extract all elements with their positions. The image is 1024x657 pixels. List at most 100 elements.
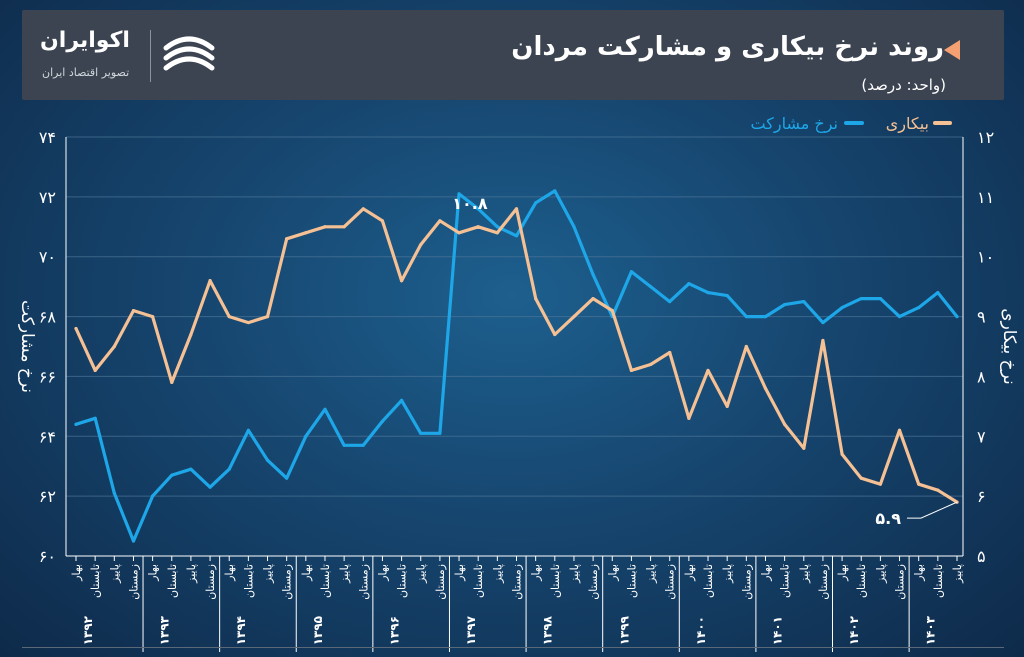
page-title: روند نرخ بیکاری و مشارکت مردان	[511, 32, 944, 62]
x-tick-label: بهار	[376, 564, 389, 582]
participation-point	[706, 291, 710, 295]
left-tick-label: ۶۸	[39, 308, 57, 327]
participation-point	[304, 434, 308, 438]
x-tick-label: تابستان	[779, 564, 792, 598]
left-tick-label: ۶۰	[39, 547, 56, 566]
participation-point	[170, 473, 174, 477]
participation-point	[783, 303, 787, 307]
x-tick-label: پاییز	[568, 564, 581, 584]
participation-point	[93, 416, 97, 420]
x-tick-label: بهار	[836, 564, 849, 582]
unemployment-point	[534, 297, 538, 301]
x-tick-label: بهار	[223, 564, 236, 582]
x-tick-label: زمستان	[664, 564, 677, 600]
unemployment-point	[783, 422, 787, 426]
x-tick-label: تابستان	[166, 564, 179, 598]
participation-point	[399, 398, 404, 402]
unemployment-point	[744, 344, 748, 349]
year-label: ۱۳۹۷	[464, 615, 478, 645]
participation-point	[74, 422, 78, 426]
x-tick-label: پاییز	[874, 564, 887, 584]
year-label: ۱۳۹۲	[81, 615, 95, 645]
participation-point	[438, 431, 442, 435]
participation-point	[246, 428, 250, 432]
year-label: ۱۳۹۶	[387, 616, 401, 645]
x-tick-label: تابستان	[89, 564, 102, 598]
participation-point	[189, 467, 193, 471]
unemployment-point	[304, 231, 308, 235]
x-tick-label: تابستان	[549, 564, 562, 598]
participation-point	[802, 300, 806, 304]
right-tick-label: ۶	[977, 487, 986, 506]
unemployment-point	[936, 488, 940, 492]
participation-point	[859, 297, 863, 301]
participation-point	[285, 476, 289, 480]
x-tick-label: بهار	[147, 564, 160, 582]
legend-unemployment-label: بیکاری	[886, 114, 929, 134]
participation-point	[419, 431, 423, 435]
participation-point	[514, 234, 519, 238]
left-tick-label: ۷۴	[39, 128, 56, 147]
unemployment-point	[553, 332, 557, 337]
x-tick-label: بهار	[913, 564, 926, 582]
unemployment-point	[323, 225, 327, 229]
unemployment-point	[208, 279, 212, 283]
participation-point	[227, 467, 231, 471]
unemployment-point	[74, 326, 78, 331]
unemployment-point	[629, 368, 634, 373]
participation-point	[265, 458, 270, 462]
unemployment-point	[859, 476, 863, 480]
x-tick-label: تابستان	[242, 564, 255, 598]
unemployment-point	[648, 362, 653, 367]
x-tick-label: پاییز	[338, 564, 351, 584]
x-tick-label: زمستان	[434, 564, 447, 600]
unemployment-point	[438, 219, 442, 223]
participation-point	[668, 300, 672, 304]
participation-point	[208, 485, 212, 489]
right-tick-label: ۸	[977, 367, 986, 386]
x-tick-label: بهار	[300, 564, 313, 582]
unemployment-point	[840, 452, 844, 456]
left-tick-label: ۶۶	[39, 367, 56, 386]
unemployment-point	[802, 446, 806, 450]
left-axis-title: نرخ مشارکت	[17, 300, 37, 393]
x-tick-label: زمستان	[357, 564, 370, 600]
unemployment-point	[917, 482, 921, 486]
participation-point	[744, 314, 748, 319]
logo-name: اکوایران	[40, 28, 130, 53]
x-tick-label: زمستان	[511, 564, 524, 600]
x-tick-label: زمستان	[127, 564, 140, 600]
unemployment-series-line	[74, 207, 959, 504]
participation-point	[323, 407, 327, 411]
right-tick-label: ۹	[977, 308, 986, 327]
x-tick-label: پاییز	[108, 564, 121, 584]
participation-point	[648, 285, 653, 289]
participation-point	[955, 314, 959, 319]
unemployment-point	[821, 338, 825, 343]
participation-point	[629, 270, 634, 274]
x-tick-label: زمستان	[894, 564, 907, 600]
logo: اکوایران تصویر اقتصاد ایران	[40, 24, 220, 88]
x-tick-label: تابستان	[855, 564, 868, 598]
participation-point	[361, 443, 365, 447]
x-tick-label: بهار	[606, 564, 619, 582]
x-tick-label: پاییز	[491, 564, 504, 584]
year-label: ۱۴۰۱	[770, 616, 784, 645]
participation-point	[821, 320, 825, 325]
participation-point	[131, 539, 136, 543]
participation-point	[840, 305, 844, 310]
year-label: ۱۳۹۸	[541, 615, 555, 645]
unemployment-point	[897, 428, 902, 432]
participation-point	[534, 201, 538, 205]
unemployment-point	[514, 207, 519, 211]
year-label: ۱۴۰۲	[847, 615, 861, 645]
x-tick-label: تابستان	[932, 564, 945, 598]
participation-point	[151, 494, 155, 498]
x-tick-label: بهار	[70, 564, 83, 582]
unemployment-point	[476, 225, 480, 229]
year-label: ۱۳۹۳	[158, 615, 172, 645]
header-panel: روند نرخ بیکاری و مشارکت مردان (واحد: در…	[22, 10, 1004, 100]
participation-point	[495, 225, 499, 229]
x-tick-label: زمستان	[281, 564, 294, 600]
